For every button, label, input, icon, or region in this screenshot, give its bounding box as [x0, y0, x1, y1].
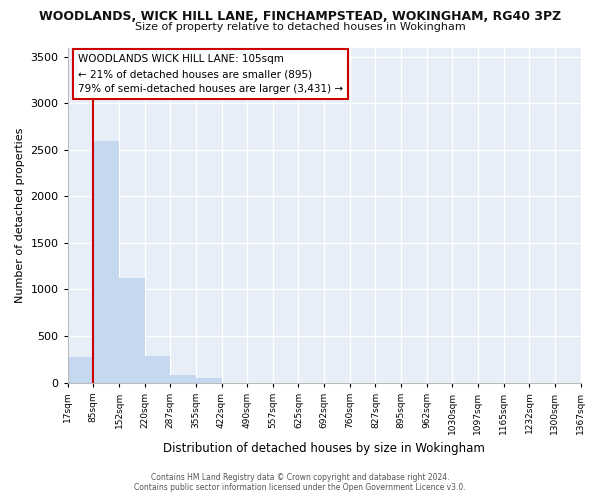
Y-axis label: Number of detached properties: Number of detached properties: [15, 128, 25, 302]
Bar: [170, 374, 196, 382]
Bar: [94, 140, 119, 382]
X-axis label: Distribution of detached houses by size in Wokingham: Distribution of detached houses by size …: [163, 442, 485, 455]
Bar: [145, 356, 170, 382]
Text: Size of property relative to detached houses in Wokingham: Size of property relative to detached ho…: [134, 22, 466, 32]
Bar: [68, 358, 94, 382]
Text: Contains HM Land Registry data © Crown copyright and database right 2024.
Contai: Contains HM Land Registry data © Crown c…: [134, 473, 466, 492]
Text: WOODLANDS WICK HILL LANE: 105sqm
← 21% of detached houses are smaller (895)
79% : WOODLANDS WICK HILL LANE: 105sqm ← 21% o…: [78, 54, 343, 94]
Text: WOODLANDS, WICK HILL LANE, FINCHAMPSTEAD, WOKINGHAM, RG40 3PZ: WOODLANDS, WICK HILL LANE, FINCHAMPSTEAD…: [39, 10, 561, 23]
Bar: [119, 278, 145, 382]
Bar: [196, 378, 221, 382]
